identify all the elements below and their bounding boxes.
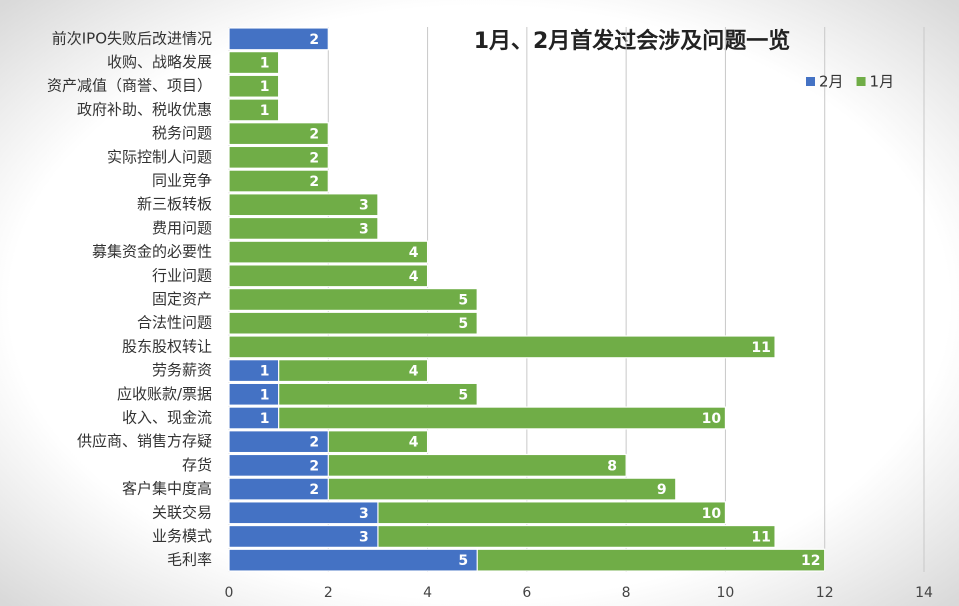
data-label: 3	[359, 198, 369, 214]
data-label: 4	[409, 364, 419, 380]
y-tick-label: 行业问题	[152, 266, 212, 284]
data-label: 5	[458, 553, 468, 569]
bar	[228, 406, 727, 430]
data-label: 1	[260, 79, 270, 95]
data-label: 2	[309, 458, 319, 474]
y-tick-label: 毛利率	[167, 551, 212, 569]
bar	[228, 216, 379, 240]
y-tick-label: 供应商、销售方存疑	[77, 432, 212, 450]
y-tick-label: 合法性问题	[137, 314, 212, 332]
y-tick-label: 存货	[182, 456, 212, 474]
bar	[228, 74, 280, 98]
bar	[228, 453, 329, 477]
bar	[228, 548, 478, 572]
data-label: 8	[607, 458, 617, 474]
bar	[228, 430, 329, 454]
bar	[228, 382, 280, 406]
bar	[228, 51, 280, 75]
data-label: 2	[309, 127, 319, 143]
data-label: 1	[260, 411, 270, 427]
data-label: 4	[409, 269, 419, 285]
data-label: 4	[409, 245, 419, 261]
data-label: 1	[260, 103, 270, 119]
bar	[228, 524, 379, 548]
y-tick-label: 新三板转板	[137, 195, 212, 213]
bar	[228, 501, 379, 525]
data-label: 5	[458, 316, 468, 332]
y-tick-label: 业务模式	[152, 527, 212, 545]
y-tick-label: 前次IPO失败后改进情况	[52, 29, 212, 47]
bar	[228, 406, 280, 430]
data-label: 5	[458, 293, 468, 309]
legend-label: 1月	[870, 73, 895, 91]
data-label: 3	[359, 529, 369, 545]
data-label: 10	[702, 506, 722, 522]
chart-title: 1月、2月首发过会涉及问题一览	[474, 28, 791, 54]
data-label: 11	[751, 340, 770, 356]
legend-swatch	[856, 77, 866, 86]
x-tick-label: 12	[816, 585, 834, 601]
y-tick-label: 固定资产	[152, 290, 212, 308]
y-tick-label: 税务问题	[152, 124, 212, 142]
bar	[228, 477, 329, 501]
data-label: 3	[359, 221, 369, 237]
bar	[228, 359, 280, 383]
x-tick-label: 8	[622, 585, 631, 601]
data-label: 1	[260, 387, 270, 403]
bar	[228, 169, 329, 193]
bar	[228, 335, 776, 359]
y-tick-label: 应收账款/票据	[117, 385, 212, 403]
y-tick-label: 同业竞争	[152, 172, 212, 190]
x-tick-label: 2	[324, 585, 333, 601]
data-label: 2	[309, 482, 319, 498]
data-label: 2	[309, 435, 319, 451]
y-tick-label: 费用问题	[152, 219, 212, 237]
legend-label: 2月	[819, 73, 844, 91]
bar	[228, 145, 329, 169]
legend-swatch	[806, 77, 815, 86]
y-tick-label: 资产减值（商誉、项目）	[47, 77, 212, 95]
x-tick-label: 10	[717, 585, 735, 601]
bar	[228, 98, 280, 122]
data-label: 2	[309, 32, 319, 48]
data-label: 1	[260, 56, 270, 72]
data-label: 1	[260, 364, 270, 380]
y-tick-label: 实际控制人问题	[107, 148, 212, 166]
y-tick-label: 募集资金的必要性	[92, 243, 212, 261]
data-label: 2	[309, 150, 319, 166]
data-label: 9	[657, 482, 667, 498]
y-tick-label: 劳务薪资	[152, 361, 212, 379]
bar	[228, 193, 379, 217]
y-tick-label: 客户集中度高	[122, 480, 212, 498]
y-tick-label: 政府补助、税收优惠	[77, 100, 212, 118]
data-label: 2	[309, 174, 319, 190]
y-tick-label: 股东股权转让	[122, 337, 212, 355]
y-tick-label: 收入、现金流	[122, 408, 212, 426]
x-tick-label: 0	[225, 585, 234, 601]
x-tick-label: 4	[423, 585, 432, 601]
data-label: 10	[702, 411, 722, 427]
data-label: 11	[751, 529, 770, 545]
bar	[228, 311, 478, 335]
y-tick-label: 关联交易	[152, 503, 212, 521]
y-tick-label: 收购、战略发展	[107, 53, 212, 71]
data-label: 4	[409, 435, 419, 451]
x-tick-label: 6	[522, 585, 531, 601]
data-label: 3	[359, 506, 369, 522]
data-label: 5	[458, 387, 468, 403]
data-label: 12	[801, 553, 820, 569]
bar	[228, 27, 329, 51]
bar	[228, 264, 429, 288]
x-tick-label: 14	[915, 585, 933, 601]
bar	[228, 122, 329, 146]
bar	[228, 240, 429, 264]
bar	[228, 288, 478, 312]
